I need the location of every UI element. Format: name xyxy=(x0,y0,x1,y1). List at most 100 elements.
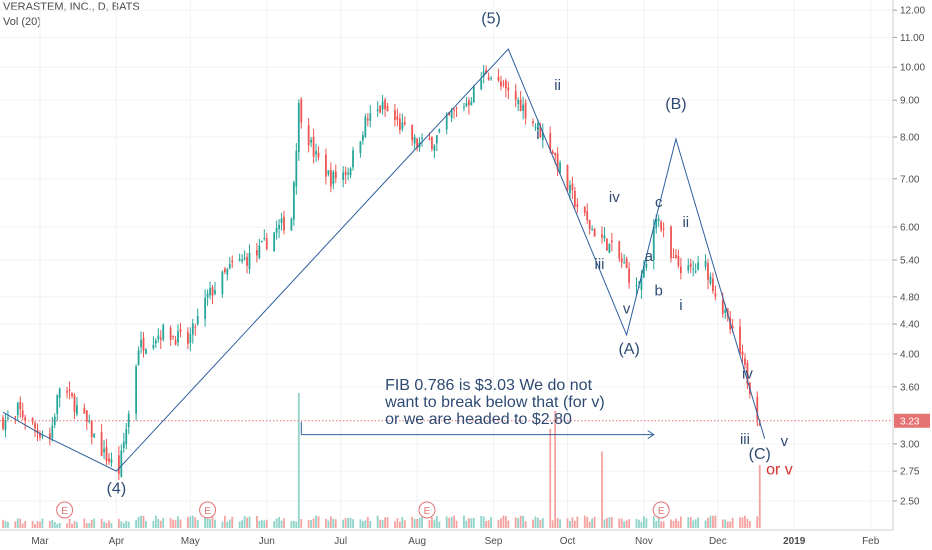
candle-body xyxy=(517,99,520,104)
volume-bar xyxy=(88,522,91,528)
last-price-label: 3.23 xyxy=(900,416,920,427)
candle-body xyxy=(24,417,27,421)
candle-body xyxy=(569,184,571,194)
volume-bar xyxy=(532,519,534,528)
volume-bar xyxy=(571,517,574,528)
volume-bar xyxy=(51,519,54,528)
volume-bar xyxy=(712,515,714,528)
candle-body xyxy=(566,164,569,191)
candle-body xyxy=(514,90,517,101)
candle-body xyxy=(610,240,613,243)
earnings-marker-label: E xyxy=(424,506,431,517)
volume-bar xyxy=(300,519,303,528)
volume-bar xyxy=(56,523,59,528)
volume-bar xyxy=(209,519,211,528)
candle-body xyxy=(275,228,278,233)
volume-bar xyxy=(177,516,179,528)
candle-body xyxy=(177,331,179,343)
candle-body xyxy=(260,241,263,243)
price-tick-label: 9.00 xyxy=(900,96,920,107)
volume-bar xyxy=(189,516,192,528)
volume-bar xyxy=(76,522,78,528)
volume-bar xyxy=(657,516,660,528)
candle-body xyxy=(117,455,120,475)
wave-label: c xyxy=(655,194,663,211)
volume-bar xyxy=(369,520,372,528)
volume-bar xyxy=(204,517,207,528)
candles xyxy=(2,64,761,481)
price-tick-label: 11.00 xyxy=(900,33,925,44)
candle-body xyxy=(487,77,490,80)
volume-bar xyxy=(258,520,261,528)
volume-bar xyxy=(137,516,140,528)
price-tick-label: 4.80 xyxy=(900,292,920,303)
time-tick-label: Aug xyxy=(408,536,426,547)
candle-body xyxy=(435,135,438,144)
candle-body xyxy=(85,410,88,422)
volume-bar xyxy=(14,521,17,528)
wave-label: (5) xyxy=(481,10,501,27)
candle-body xyxy=(652,226,655,261)
candle-body xyxy=(438,129,441,132)
volume-bar xyxy=(490,517,492,528)
volume-bar xyxy=(125,520,128,528)
volume-bar xyxy=(238,521,241,528)
candle-body xyxy=(36,429,39,433)
candle-body xyxy=(125,429,128,445)
candle-body xyxy=(507,87,510,91)
volume-bar xyxy=(327,520,330,528)
volume-bar xyxy=(539,519,542,528)
time-tick-label: 2019 xyxy=(783,536,806,547)
wave-label: (C) xyxy=(749,446,771,463)
candle-body xyxy=(551,151,554,155)
price-axis[interactable]: 12.00 11.00 10.00 9.00 8.00 7.00 6.00 5.40 4.80 4… xyxy=(893,6,930,508)
price-tick-label: 8.00 xyxy=(900,133,920,144)
volume-bar xyxy=(386,517,389,528)
volume-bar xyxy=(729,521,732,528)
candle-body xyxy=(655,218,658,229)
candle-body xyxy=(502,83,505,85)
wave-label: iv xyxy=(609,189,620,206)
candle-body xyxy=(51,425,54,438)
volume-bar xyxy=(687,517,690,528)
price-tick-label: 4.40 xyxy=(900,320,920,331)
price-tick-label: 12.00 xyxy=(900,6,925,17)
candle-body xyxy=(76,405,78,415)
volume-bar xyxy=(21,523,24,528)
volume-bar xyxy=(127,521,130,528)
candle-body xyxy=(739,326,741,354)
candle-body xyxy=(332,171,335,184)
candle-body xyxy=(39,433,41,438)
volume-bar xyxy=(312,518,315,528)
volume-bar xyxy=(583,515,586,528)
candle-body xyxy=(135,366,138,414)
candle-body xyxy=(189,334,192,343)
volume-bar xyxy=(741,517,744,528)
candle-body xyxy=(347,172,349,175)
volume-bar xyxy=(290,521,293,528)
candle-body xyxy=(381,101,384,110)
candle-body xyxy=(606,238,608,251)
candle-body xyxy=(108,458,110,462)
volume-bar xyxy=(206,518,209,528)
candle-body xyxy=(295,150,298,187)
candle-body xyxy=(643,265,645,278)
volume-bar xyxy=(416,518,419,528)
volume-bar xyxy=(334,519,337,528)
volume-bar xyxy=(758,465,761,528)
volume-bar xyxy=(504,515,507,528)
volume-bar xyxy=(541,518,544,528)
volume-bar xyxy=(68,518,71,528)
volume-bar xyxy=(640,521,643,528)
candle-body xyxy=(248,252,251,270)
volume-bar xyxy=(620,518,623,528)
candle-body xyxy=(68,389,71,391)
candle-body xyxy=(411,124,414,141)
volume-bar xyxy=(398,521,401,528)
volume-bar xyxy=(159,520,162,528)
time-axis[interactable]: Mar Apr May Jun Jul Aug Sep Oct Nov Dec 2019 Feb xyxy=(31,536,879,547)
candle-body xyxy=(731,326,734,329)
